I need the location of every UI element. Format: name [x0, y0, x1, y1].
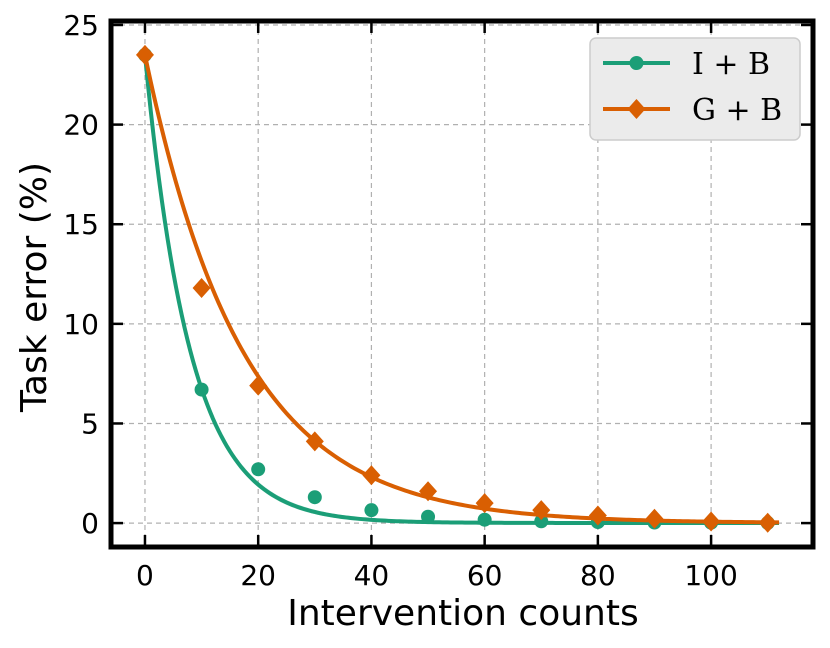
y-tick-label: 15: [63, 208, 99, 241]
legend: I + B G + B: [589, 37, 801, 141]
data-point: [135, 44, 154, 65]
series-g-b: [135, 44, 780, 533]
data-point: [534, 514, 549, 529]
data-point: [475, 493, 494, 514]
series-layer: [135, 44, 780, 533]
data-point: [194, 382, 209, 397]
grid: [111, 21, 813, 547]
series-line: [143, 54, 780, 525]
y-tick-label: 5: [81, 407, 99, 440]
data-point: [645, 508, 664, 529]
data-point: [251, 462, 266, 477]
x-tick-label: 100: [684, 559, 737, 592]
data-point: [588, 505, 607, 526]
data-point: [421, 509, 436, 524]
data-point: [532, 500, 551, 521]
data-point: [702, 511, 721, 532]
x-tick-label: 20: [240, 559, 276, 592]
y-tick-label: 25: [63, 9, 99, 42]
x-tick-label: 60: [467, 559, 503, 592]
data-point: [364, 503, 379, 518]
x-tick-label: 0: [136, 559, 154, 592]
y-axis-title: Task error (%): [14, 162, 55, 413]
legend-label-g-b: G + B: [692, 93, 782, 128]
data-point: [249, 375, 268, 396]
x-axis-title: Intervention counts: [287, 593, 639, 634]
data-point: [362, 465, 381, 486]
data-point: [305, 431, 324, 452]
y-tick-label: 20: [63, 109, 99, 142]
y-tick-label: 0: [81, 507, 99, 540]
legend-marker-i-b: [629, 56, 644, 70]
y-tick-label: 10: [63, 308, 99, 341]
data-point: [307, 490, 322, 505]
ticks: [111, 21, 813, 547]
data-point: [477, 512, 492, 527]
x-tick-label: 40: [354, 559, 390, 592]
plot-frame: [108, 18, 816, 550]
x-tick-label: 80: [580, 559, 616, 592]
legend-label-i-b: I + B: [692, 47, 770, 82]
data-point: [758, 512, 777, 533]
data-point: [419, 481, 438, 502]
tick-labels: 0 20 40 60 80 100 0 5 10 15 20 25: [63, 9, 737, 592]
legend-marker-g-b: [627, 99, 646, 119]
data-point: [192, 277, 211, 298]
